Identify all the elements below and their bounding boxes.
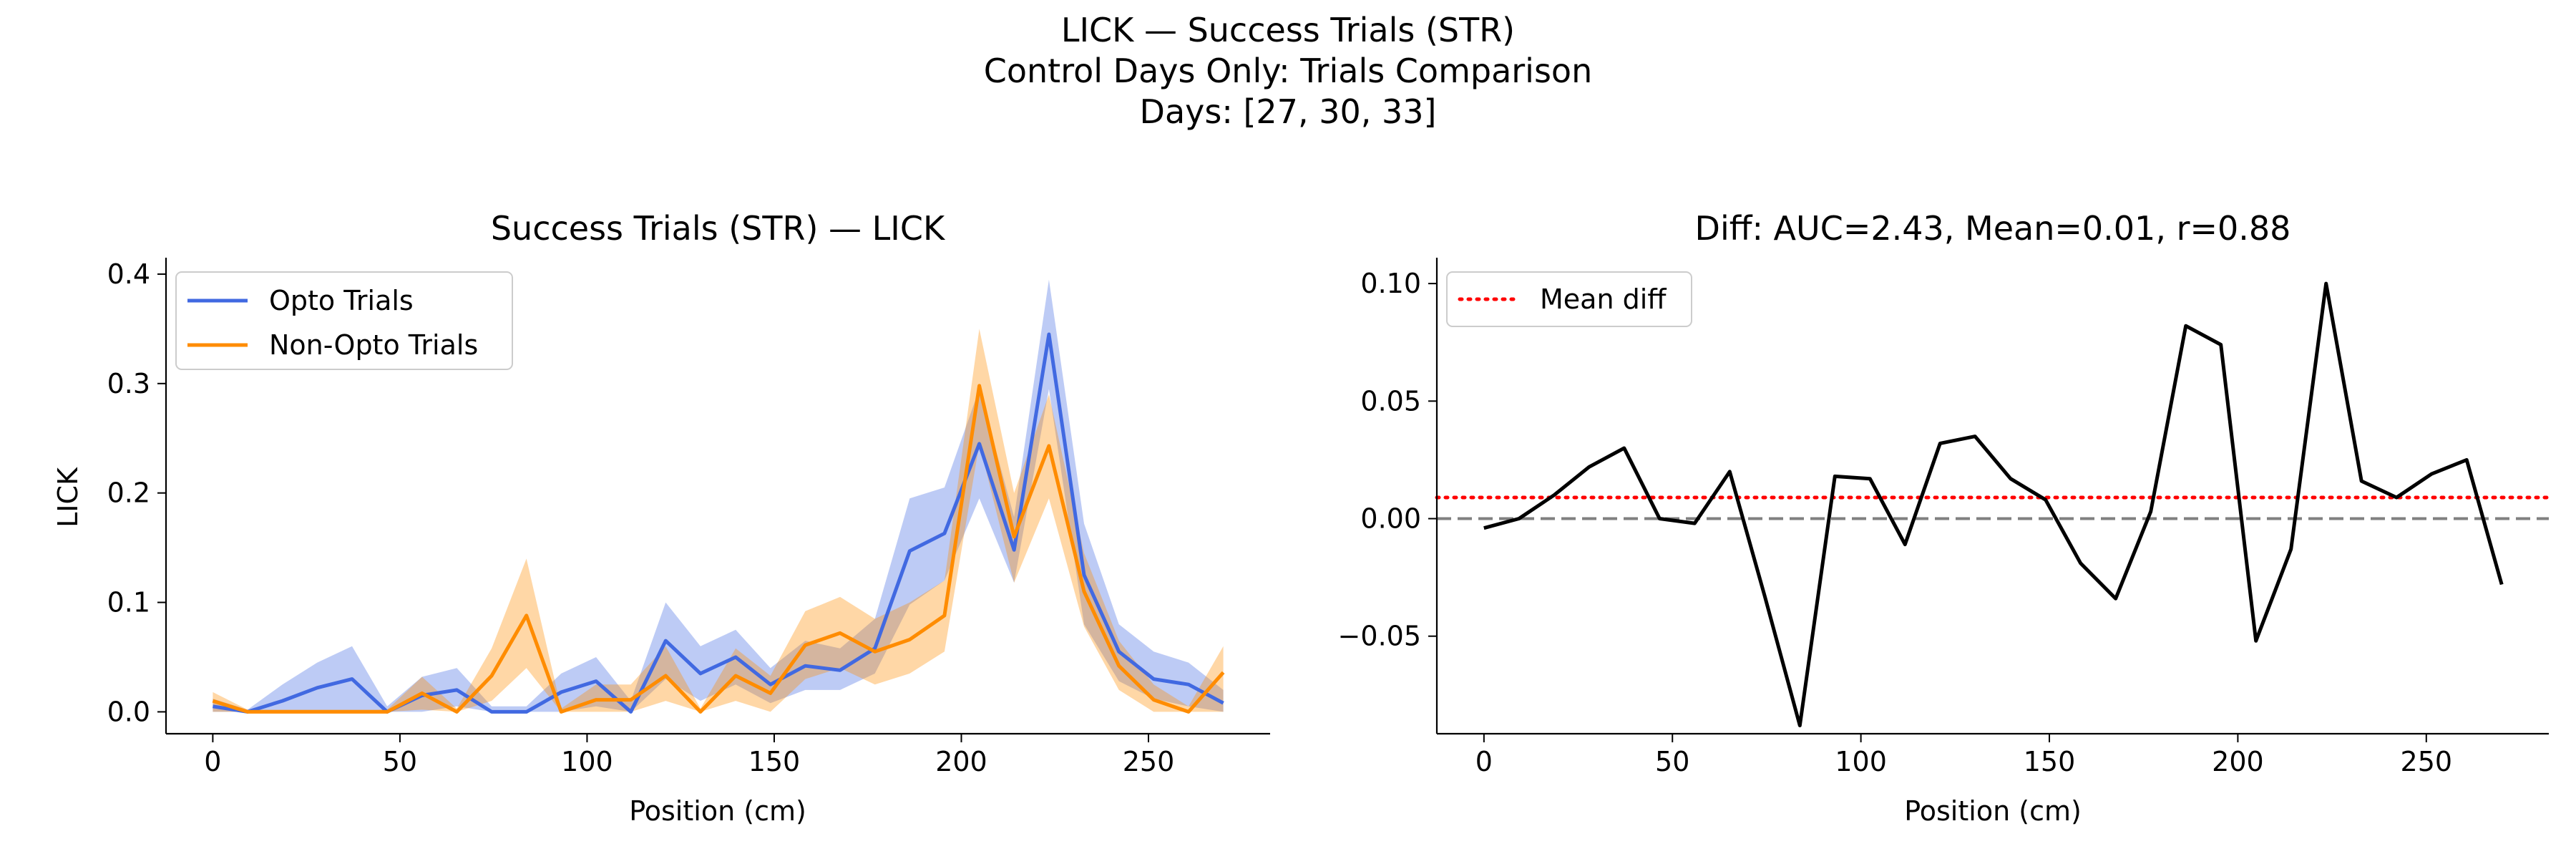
suptitle-line-3: Days: [27, 30, 33] <box>1140 92 1437 131</box>
legend-label: Non-Opto Trials <box>269 329 478 361</box>
right-x-axis-label: Position (cm) <box>1904 795 2082 827</box>
left-x-tick-label: 50 <box>383 746 417 777</box>
left-legend-frame <box>175 271 513 370</box>
suptitle-line-1: LICK — Success Trials (STR) <box>1061 11 1515 49</box>
right-reference-lines <box>1435 495 2551 520</box>
right-y-tick-label: 0.00 <box>1360 503 1421 535</box>
right-x-tick-label: 0 <box>1475 746 1493 777</box>
left-x-tick-label: 250 <box>1123 746 1175 777</box>
right-x-tick-label: 150 <box>2024 746 2076 777</box>
left-y-tick-label: 0.1 <box>107 587 150 618</box>
series-line-0 <box>213 332 1224 714</box>
left-axes: 0 50 100 150 200 250 0.0 0.1 0.2 0.3 0.4 <box>107 258 1270 777</box>
left-x-tick-label: 100 <box>561 746 613 777</box>
left-x-tick-label: 0 <box>204 746 221 777</box>
right-x-tick-label: 50 <box>1655 746 1689 777</box>
ci-band-series-1 <box>213 329 1224 712</box>
left-x-tick-label: 200 <box>935 746 987 777</box>
left-y-axis-label: LICK <box>52 467 84 528</box>
left-y-tick-label: 0.3 <box>107 368 150 399</box>
left-legend: Opto Trials Non-Opto Trials <box>175 271 513 370</box>
right-plot-panel: Diff: AUC=2.43, Mean=0.01, r=0.88 Positi… <box>1338 209 2551 827</box>
left-plot-panel: Success Trials (STR) — LICK Position (cm… <box>52 209 1270 827</box>
right-x-tick-label: 200 <box>2212 746 2264 777</box>
series-line-1 <box>212 384 1225 714</box>
right-legend-frame <box>1446 271 1692 327</box>
left-y-tick-label: 0.0 <box>107 696 150 727</box>
legend-label: Mean diff <box>1540 283 1667 315</box>
diff-series-line <box>1483 281 2504 727</box>
left-series-lines <box>212 332 1225 714</box>
right-axes: 0 50 100 150 200 250 −0.05 0.00 0.05 0.10 <box>1338 258 2549 777</box>
left-x-tick-label: 150 <box>748 746 801 777</box>
left-plot-title: Success Trials (STR) — LICK <box>491 209 946 248</box>
right-y-tick-label: 0.05 <box>1360 385 1421 417</box>
right-y-tick-label: 0.10 <box>1360 268 1421 299</box>
right-plot-title: Diff: AUC=2.43, Mean=0.01, r=0.88 <box>1695 209 2291 248</box>
right-series-lines <box>1483 281 2504 727</box>
right-legend: Mean diff <box>1446 271 1692 327</box>
left-y-tick-label: 0.4 <box>107 258 150 290</box>
right-y-tick-label: −0.05 <box>1338 621 1421 652</box>
legend-label: Opto Trials <box>269 285 414 316</box>
right-x-tick-label: 250 <box>2401 746 2453 777</box>
left-x-axis-label: Position (cm) <box>629 795 806 827</box>
suptitle-line-2: Control Days Only: Trials Comparison <box>984 52 1592 90</box>
right-x-tick-label: 100 <box>1835 746 1887 777</box>
left-y-tick-label: 0.2 <box>107 477 150 509</box>
